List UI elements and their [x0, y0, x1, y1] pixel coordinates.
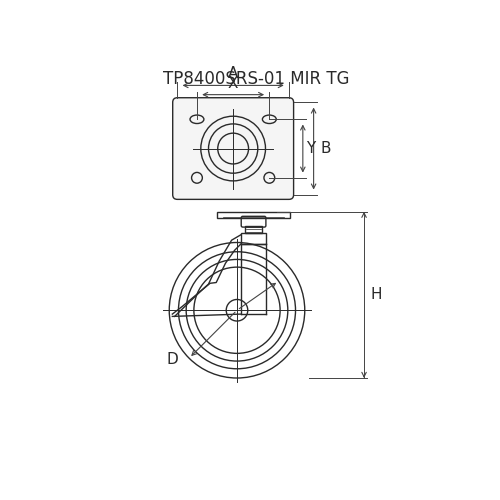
Text: Y: Y	[306, 141, 315, 156]
Text: X: X	[228, 76, 238, 91]
Text: H: H	[371, 288, 382, 302]
Bar	[244, 226, 262, 233]
Text: A: A	[228, 66, 238, 81]
Text: B: B	[320, 141, 331, 156]
FancyBboxPatch shape	[172, 98, 294, 200]
Text: D: D	[166, 352, 178, 367]
Bar	[241, 233, 266, 244]
Text: TP8400SRS-01 MIR TG: TP8400SRS-01 MIR TG	[163, 70, 350, 88]
Bar	[217, 212, 290, 218]
